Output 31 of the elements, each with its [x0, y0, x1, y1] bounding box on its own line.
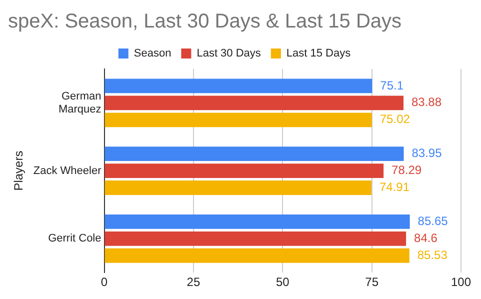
x-tick-label: 0 [100, 275, 108, 290]
legend-label: Last 30 Days [196, 48, 262, 60]
data-label: 84.6 [414, 230, 438, 245]
data-label: 75.1 [380, 78, 404, 92]
bar [104, 180, 372, 195]
x-tick-label: 100 [450, 275, 472, 290]
y-tick-label: Zack Wheeler [33, 164, 102, 177]
bar [104, 112, 372, 128]
data-label: 83.95 [412, 146, 442, 160]
y-tick-label: Gerrit Cole [48, 232, 102, 245]
legend-label: Last 15 Days [286, 48, 352, 60]
y-tick-label: German Marquez [58, 90, 102, 116]
data-label: 85.65 [418, 214, 448, 228]
x-tick-label: 50 [276, 275, 290, 290]
chart-title: speX: Season, Last 30 Days & Last 15 Days [8, 10, 402, 33]
x-tick-label: 75 [365, 275, 379, 290]
bar [104, 78, 372, 94]
data-label: 85.53 [417, 248, 448, 262]
data-label: 78.29 [392, 163, 422, 178]
y-axis-title: Players [12, 150, 26, 191]
bar [104, 96, 404, 110]
x-tick-label: 25 [186, 275, 200, 290]
data-label: 83.88 [411, 95, 442, 110]
bar [104, 231, 406, 246]
bar [104, 146, 404, 162]
data-label: 74.91 [379, 180, 410, 194]
bar [104, 164, 384, 178]
data-label: 75.02 [380, 112, 410, 126]
legend-label: Season [134, 48, 172, 60]
bar [104, 214, 410, 229]
bar [104, 248, 410, 263]
